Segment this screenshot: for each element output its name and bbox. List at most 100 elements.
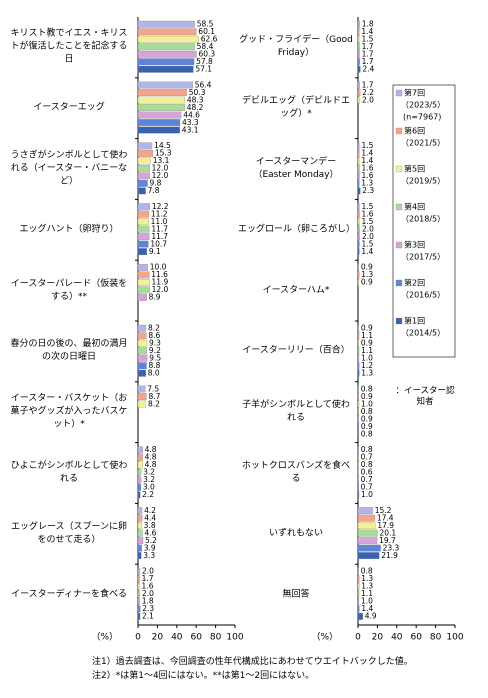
value-label: 1.1 <box>361 346 373 355</box>
bar <box>137 605 141 613</box>
bar <box>137 264 148 271</box>
legend-marker <box>395 127 403 135</box>
bar <box>357 453 359 461</box>
bar <box>137 483 142 491</box>
value-label: 15.2 <box>375 506 392 515</box>
x-tick-label: 40 <box>391 633 403 643</box>
value-label: 0.9 <box>361 392 373 401</box>
bar <box>357 393 360 400</box>
bar <box>137 575 140 583</box>
value-label: 0.7 <box>361 453 373 462</box>
bar <box>137 164 150 172</box>
x-tick-label: 80 <box>210 633 222 643</box>
value-label: 0.9 <box>361 278 373 287</box>
legend-marker <box>395 89 403 97</box>
value-label: 17.9 <box>377 521 394 530</box>
bar <box>137 20 195 28</box>
value-label: 8.7 <box>148 392 160 401</box>
category-label: イースターハム* <box>262 285 330 296</box>
bar <box>357 271 360 279</box>
legend-period: （2016/5） <box>401 291 445 300</box>
value-label: 20.1 <box>379 528 396 537</box>
value-label: 11.6 <box>151 270 168 279</box>
bar <box>357 613 363 620</box>
bar <box>357 279 360 286</box>
bar <box>137 35 199 43</box>
value-label: 21.9 <box>381 551 398 560</box>
value-label: 0.9 <box>361 422 373 431</box>
bar <box>137 522 142 530</box>
value-label: 12.0 <box>152 285 169 294</box>
bar <box>357 218 360 226</box>
value-label: 8.8 <box>149 361 161 370</box>
value-label: 1.6 <box>362 209 374 218</box>
bar <box>137 104 185 111</box>
x-tick-label: 100 <box>446 633 463 643</box>
bar <box>357 347 360 355</box>
bar <box>137 491 141 499</box>
value-label: 2.0 <box>362 95 374 104</box>
bar <box>357 514 376 522</box>
value-label: 9.3 <box>149 339 161 348</box>
value-label: 1.0 <box>361 354 373 363</box>
bar <box>357 50 360 58</box>
legend-n: (n=7967) <box>403 113 441 122</box>
value-label: 58.5 <box>197 20 214 29</box>
bar <box>357 468 359 476</box>
bar <box>357 240 360 248</box>
bar <box>137 544 142 552</box>
value-label: 1.3 <box>361 270 373 279</box>
value-label: 57.8 <box>196 57 213 66</box>
value-label: 1.4 <box>361 27 373 36</box>
category-label: キリスト教でイエス・キリストが復活したことを記念する日 <box>10 28 128 65</box>
value-label: 1.2 <box>361 361 373 370</box>
legend-marker <box>395 279 403 287</box>
bar <box>137 354 148 362</box>
bar <box>357 507 373 515</box>
value-label: 0.9 <box>361 414 373 423</box>
x-axis-label: （%） <box>311 632 338 643</box>
bar <box>137 187 146 195</box>
value-label: 11.7 <box>151 224 168 233</box>
value-label: 3.0 <box>143 483 155 492</box>
category-label: 無回答 <box>282 589 310 600</box>
value-label: 11.0 <box>151 217 168 226</box>
bar <box>357 483 359 491</box>
value-label: 1.0 <box>361 490 373 499</box>
value-label: 8.2 <box>148 399 160 408</box>
value-label: 2.4 <box>362 65 374 74</box>
legend-period: （2014/5） <box>401 329 445 338</box>
value-label: 9.2 <box>149 346 161 355</box>
bar <box>137 233 150 241</box>
legend-period: （2019/5） <box>401 177 445 186</box>
bar <box>357 423 360 430</box>
value-label: 56.4 <box>195 80 212 89</box>
value-label: 1.4 <box>361 156 373 165</box>
bar <box>357 583 360 590</box>
value-label: 1.4 <box>361 604 373 613</box>
bar <box>357 187 361 195</box>
bar <box>357 28 360 36</box>
bar <box>137 179 148 187</box>
bar <box>357 544 381 552</box>
footnote: 注2）*は第1～4回にはない。**は第1～2回にはない。 <box>92 671 315 681</box>
value-label: 0.7 <box>361 483 373 492</box>
bar <box>357 81 360 89</box>
legend-label: 第4回 <box>404 202 425 212</box>
bar <box>357 415 360 423</box>
bar <box>357 461 359 469</box>
x-tick-label: 0 <box>135 633 141 643</box>
legend-label: 第1回 <box>404 316 425 326</box>
bar <box>137 590 141 598</box>
bar <box>137 50 197 58</box>
bar <box>357 179 360 187</box>
value-label: 0.9 <box>361 324 373 333</box>
legend-note: ：イースター認知者 <box>395 386 455 407</box>
bar <box>137 96 186 104</box>
value-label: 43.1 <box>182 125 199 134</box>
value-label: 1.1 <box>361 589 373 598</box>
bar <box>357 575 360 583</box>
value-label: 11.9 <box>152 278 169 287</box>
x-tick-label: 20 <box>372 633 384 643</box>
